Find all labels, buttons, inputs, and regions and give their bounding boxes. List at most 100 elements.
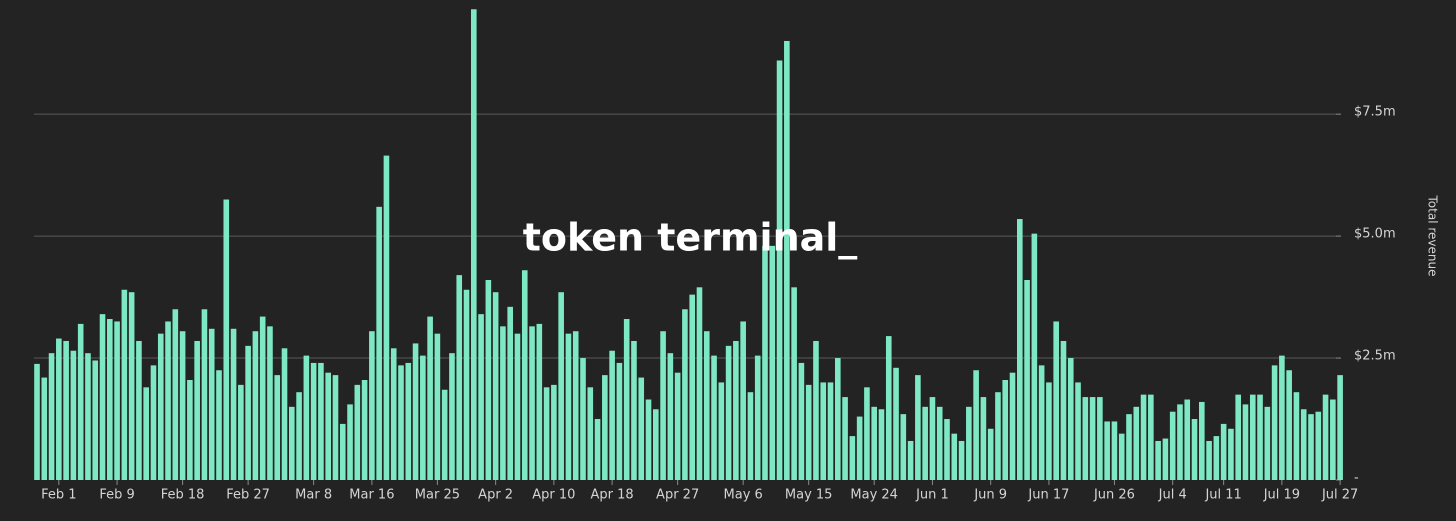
bar xyxy=(34,363,40,480)
x-tick-label: May 24 xyxy=(850,488,898,503)
bar xyxy=(1148,394,1154,480)
bar xyxy=(805,384,812,480)
bar xyxy=(762,245,768,480)
bar xyxy=(929,397,936,480)
bar xyxy=(784,40,790,480)
bar xyxy=(842,397,848,480)
x-tick-label: Jul 19 xyxy=(1263,488,1300,503)
bar xyxy=(725,345,732,480)
bar xyxy=(1235,394,1241,480)
bar xyxy=(711,355,717,480)
bar xyxy=(696,287,703,480)
x-tick-label: Jul 11 xyxy=(1204,488,1241,503)
bar xyxy=(230,328,237,480)
bar xyxy=(1199,401,1205,480)
bar xyxy=(951,433,958,480)
bar xyxy=(1104,421,1110,480)
bar xyxy=(1067,358,1074,480)
bar xyxy=(456,275,463,480)
bar xyxy=(944,419,950,480)
bar xyxy=(1017,219,1023,480)
bar xyxy=(310,362,317,480)
bar xyxy=(1300,409,1307,480)
x-tick-label: Jun 1 xyxy=(915,488,949,503)
y-tick-label: $2.5m xyxy=(1354,349,1396,364)
bar xyxy=(492,292,499,480)
x-tick-label: Apr 10 xyxy=(532,488,575,503)
bar xyxy=(500,326,506,480)
bar xyxy=(733,340,739,480)
bar xyxy=(441,389,448,480)
bar xyxy=(740,321,746,480)
bar xyxy=(1118,433,1125,480)
bar xyxy=(41,377,48,480)
bar xyxy=(165,321,171,480)
bar xyxy=(1184,399,1191,480)
bar xyxy=(354,384,361,480)
bar xyxy=(558,292,564,480)
x-tick-label: May 15 xyxy=(785,488,833,503)
bar xyxy=(223,199,230,480)
bar xyxy=(820,382,827,480)
bar xyxy=(390,348,397,480)
bar xyxy=(667,353,674,480)
bar xyxy=(1177,404,1183,480)
bar xyxy=(580,358,586,480)
bar xyxy=(1308,414,1314,480)
bar xyxy=(754,355,761,480)
x-tick-label: Jul 4 xyxy=(1158,488,1187,503)
bar xyxy=(157,333,164,480)
bar xyxy=(70,350,77,480)
bar xyxy=(660,331,666,480)
y-tick-label: - xyxy=(1354,471,1359,486)
watermark: token terminal_ xyxy=(523,216,858,260)
bar xyxy=(521,270,528,480)
x-tick-label: Jun 17 xyxy=(1027,488,1069,503)
bar xyxy=(689,294,695,480)
bar xyxy=(267,326,273,480)
y-axis-label: Total revenue xyxy=(1426,195,1440,277)
bar xyxy=(1133,406,1140,480)
bar xyxy=(638,377,645,480)
bar xyxy=(383,155,390,481)
bar xyxy=(1249,394,1256,480)
bar xyxy=(915,375,921,480)
x-tick-label: Mar 25 xyxy=(415,488,460,503)
bar xyxy=(1330,399,1336,480)
bar xyxy=(893,367,899,480)
bar xyxy=(674,372,681,480)
bar xyxy=(631,340,637,480)
bar xyxy=(1155,440,1161,480)
bar xyxy=(99,314,106,480)
bar xyxy=(1097,397,1103,480)
bar xyxy=(92,360,99,480)
bar xyxy=(179,331,186,480)
bar xyxy=(958,440,965,480)
bar xyxy=(361,380,368,480)
bar xyxy=(653,409,659,480)
bar xyxy=(776,60,783,481)
bar xyxy=(238,384,244,480)
bar xyxy=(136,340,142,480)
bar xyxy=(769,245,776,480)
bar xyxy=(485,280,492,480)
bar xyxy=(77,323,84,480)
bar xyxy=(987,428,994,480)
bar xyxy=(1089,397,1096,480)
bar xyxy=(245,345,251,480)
bar xyxy=(718,382,725,480)
bar xyxy=(551,384,557,480)
bar xyxy=(434,333,441,480)
bar xyxy=(1111,421,1118,480)
bar xyxy=(1228,428,1234,480)
bar xyxy=(980,397,987,480)
bar xyxy=(85,353,91,480)
bar xyxy=(798,362,805,480)
bar xyxy=(791,287,797,480)
bar xyxy=(376,206,382,480)
bar xyxy=(318,362,324,480)
x-tick-label: Jun 26 xyxy=(1093,488,1135,503)
bar xyxy=(973,370,979,480)
bar xyxy=(1220,423,1227,480)
bar xyxy=(172,309,179,480)
